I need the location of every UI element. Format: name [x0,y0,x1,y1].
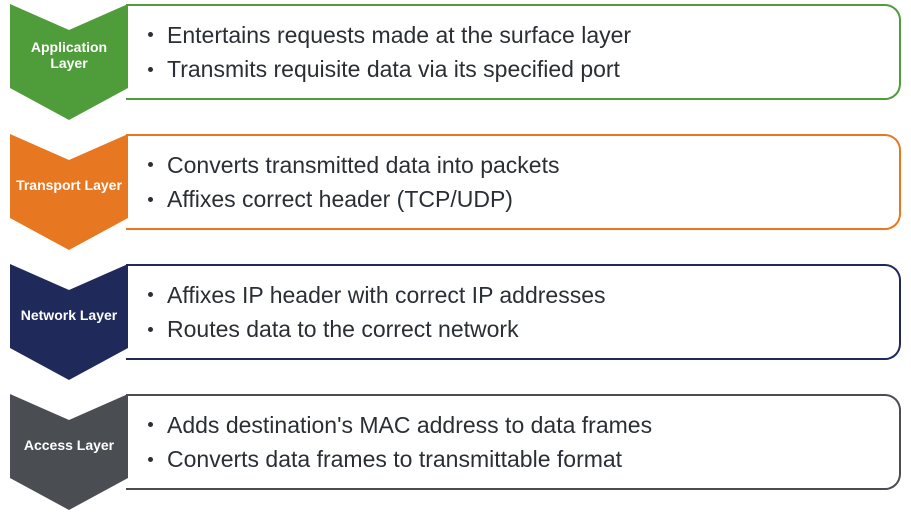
layer-label: Transport Layer [10,134,128,250]
layer-label: Access Layer [10,394,128,510]
layer-label: Network Layer [10,264,128,380]
layer-chevron: Transport Layer [10,134,128,250]
bullet-text: Affixes correct header (TCP/UDP) [167,182,513,217]
bullet-text: Converts transmitted data into packets [167,148,559,183]
bullet-dot-icon [148,292,153,297]
bullet-dot-icon [148,162,153,167]
layer-label: Application Layer [10,4,128,120]
bullet-line: Converts data frames to transmittable fo… [148,442,877,477]
layer-row: Access Layer Adds destination's MAC addre… [10,394,901,510]
layer-content: Entertains requests made at the surface … [126,4,901,100]
layer-row: Transport LayerConverts transmitted data… [10,134,901,250]
bullet-line: Affixes correct header (TCP/UDP) [148,182,877,217]
layers-container: Application Layer Entertains requests mad… [10,4,901,510]
bullet-text: Routes data to the correct network [167,312,519,347]
bullet-dot-icon [148,67,153,72]
bullet-dot-icon [148,32,153,37]
bullet-dot-icon [148,197,153,202]
layer-row: Application Layer Entertains requests mad… [10,4,901,120]
bullet-line: Routes data to the correct network [148,312,877,347]
bullet-text: Transmits requisite data via its specifi… [167,52,620,87]
layer-row: Network Layer Affixes IP header with corr… [10,264,901,380]
bullet-line: Converts transmitted data into packets [148,148,877,183]
layer-chevron: Access Layer [10,394,128,510]
bullet-dot-icon [148,422,153,427]
bullet-dot-icon [148,457,153,462]
layer-chevron: Application Layer [10,4,128,120]
bullet-line: Affixes IP header with correct IP addres… [148,278,877,313]
bullet-dot-icon [148,327,153,332]
bullet-line: Adds destination's MAC address to data f… [148,408,877,443]
layer-content: Affixes IP header with correct IP addres… [126,264,901,360]
layer-content: Converts transmitted data into packetsAf… [126,134,901,230]
bullet-text: Affixes IP header with correct IP addres… [167,278,606,313]
bullet-line: Transmits requisite data via its specifi… [148,52,877,87]
bullet-text: Entertains requests made at the surface … [167,18,631,53]
bullet-text: Adds destination's MAC address to data f… [167,408,652,443]
layer-content: Adds destination's MAC address to data f… [126,394,901,490]
bullet-line: Entertains requests made at the surface … [148,18,877,53]
layer-chevron: Network Layer [10,264,128,380]
bullet-text: Converts data frames to transmittable fo… [167,442,622,477]
